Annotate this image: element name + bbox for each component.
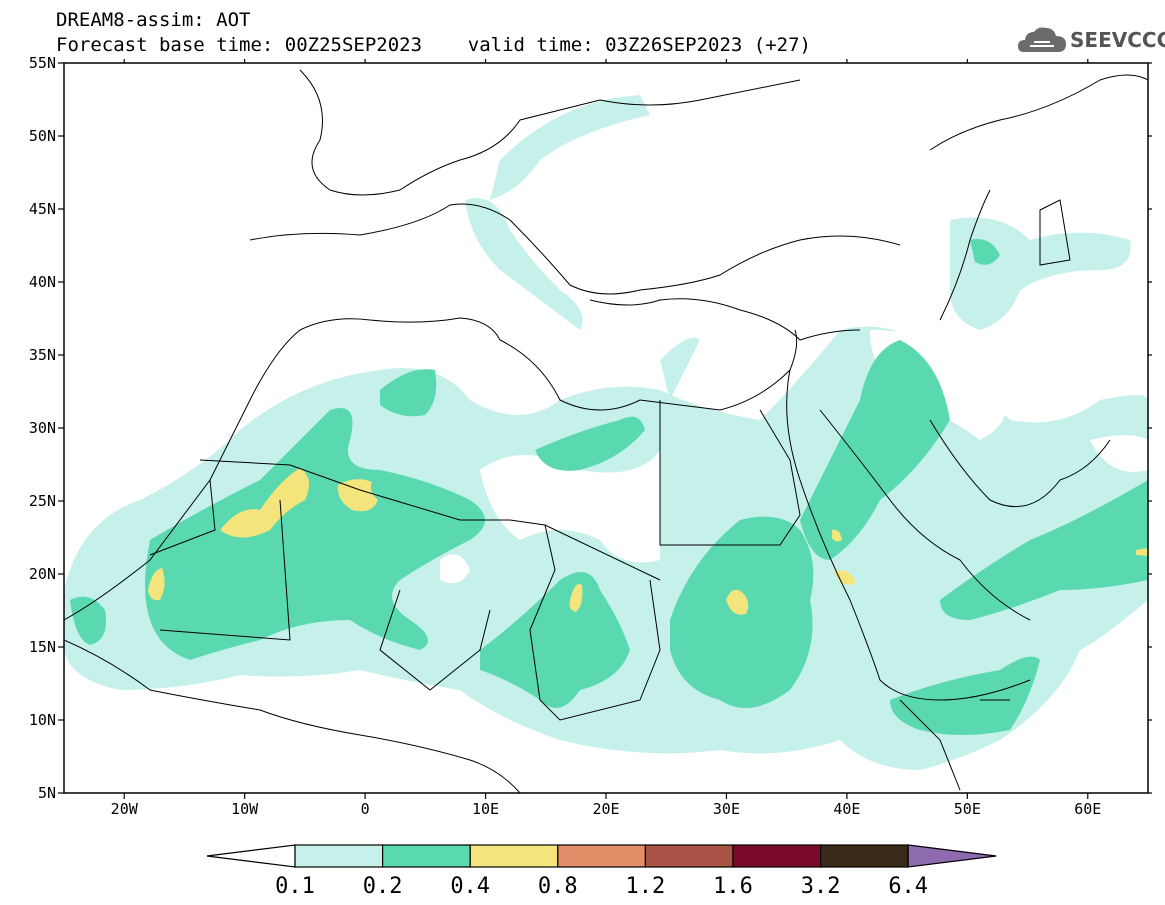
aot-contour-0.4: [220, 468, 309, 538]
forecast-time-line: Forecast base time: 00Z25SEP2023 valid t…: [56, 34, 811, 56]
lat-label: 30N: [29, 419, 56, 437]
logo-text: SEEVCCC: [1070, 28, 1165, 52]
lat-label: 5N: [38, 784, 56, 802]
colorbar-swatch: [732, 844, 822, 868]
lat-label: 35N: [29, 346, 56, 364]
colorbar-swatch: [294, 844, 384, 868]
lon-label: 10E: [472, 800, 499, 818]
lat-label: 40N: [29, 273, 56, 291]
colorbar: 0.1 0.2 0.4 0.8 1.2 1.6 3.2 6.4: [206, 844, 997, 899]
colorbar-swatch: [819, 844, 909, 868]
colorbar-swatch: [557, 844, 646, 868]
lat-label: 15N: [29, 638, 56, 656]
seevccc-logo: SEEVCCC: [1016, 22, 1165, 58]
colorbar-level-label: 1.2: [626, 874, 666, 899]
lat-label: 20N: [29, 565, 56, 583]
lon-label: 30E: [713, 800, 740, 818]
lon-label: 50E: [954, 800, 981, 818]
colorbar-level-label: 1.6: [713, 874, 753, 899]
colorbar-level-label: 0.4: [450, 874, 490, 899]
cloud-logo-icon: [1018, 27, 1066, 52]
lat-label: 55N: [29, 54, 56, 72]
lat-label: 50N: [29, 127, 56, 145]
aot-field: [64, 63, 1148, 793]
aot-contour-0.2: [145, 408, 485, 660]
chart-title: DREAM8-assim: AOT: [56, 9, 251, 31]
colorbar-level-label: 3.2: [801, 874, 841, 899]
lat-label: 10N: [29, 711, 56, 729]
longitude-axis: 20W 10W 0 10E 20E 30E 40E 50E 60E: [111, 59, 1101, 818]
lat-label: 45N: [29, 200, 56, 218]
colorbar-swatch: [469, 844, 559, 868]
colorbar-level-label: 0.2: [363, 874, 403, 899]
colorbar-swatch: [382, 844, 471, 868]
colorbar-over-triangle: [907, 844, 997, 868]
coastlines: [64, 69, 1148, 793]
lon-label: 20E: [592, 800, 619, 818]
lat-label: 25N: [29, 492, 56, 510]
colorbar-swatch: [644, 844, 734, 868]
lon-label: 10W: [231, 800, 259, 818]
lon-label: 40E: [833, 800, 860, 818]
lon-label: 0: [361, 800, 370, 818]
lon-label: 60E: [1074, 800, 1101, 818]
latitude-axis: 55N 50N 45N 40N 35N 30N 25N 20N 15N 10N 5N: [29, 54, 1152, 802]
colorbar-under-triangle: [206, 844, 296, 868]
lon-label: 20W: [111, 800, 139, 818]
colorbar-level-label: 0.1: [275, 874, 315, 899]
colorbar-level-label: 0.8: [538, 874, 578, 899]
colorbar-level-label: 6.4: [888, 874, 928, 899]
